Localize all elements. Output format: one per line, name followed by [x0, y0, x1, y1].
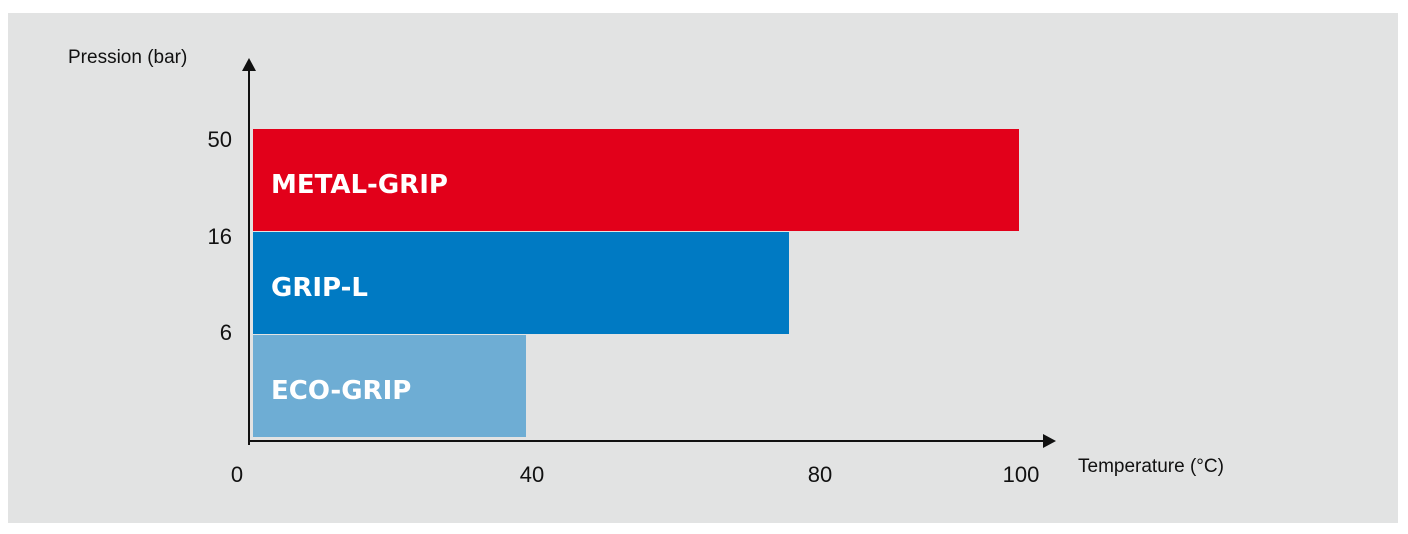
bar-label: ECO-GRIP — [271, 376, 411, 406]
x-tick-label: 0 — [231, 462, 243, 487]
y-tick-label: 16 — [208, 224, 232, 249]
x-axis-title: Temperature (°C) — [1078, 456, 1224, 477]
y-tick-label: 6 — [220, 320, 232, 345]
bar-label: GRIP-L — [271, 273, 368, 303]
bar-grip-l — [253, 232, 789, 334]
y-axis-arrow — [242, 58, 256, 71]
bars-layer: METAL-GRIP GRIP-L ECO-GRIP — [253, 129, 1019, 437]
y-axis-title: Pression (bar) — [68, 47, 187, 68]
bar-label: METAL-GRIP — [271, 170, 448, 200]
bar-metal-grip — [253, 129, 1019, 231]
y-tick-label: 50 — [208, 127, 232, 152]
x-axis-arrow — [1043, 434, 1056, 448]
x-tick-label: 100 — [1003, 462, 1040, 487]
x-tick-label: 80 — [808, 462, 832, 487]
chart-panel: METAL-GRIP GRIP-L ECO-GRIP Pression (bar) … — [8, 13, 1398, 523]
bar-eco-grip — [253, 335, 526, 437]
x-tick-label: 40 — [520, 462, 544, 487]
